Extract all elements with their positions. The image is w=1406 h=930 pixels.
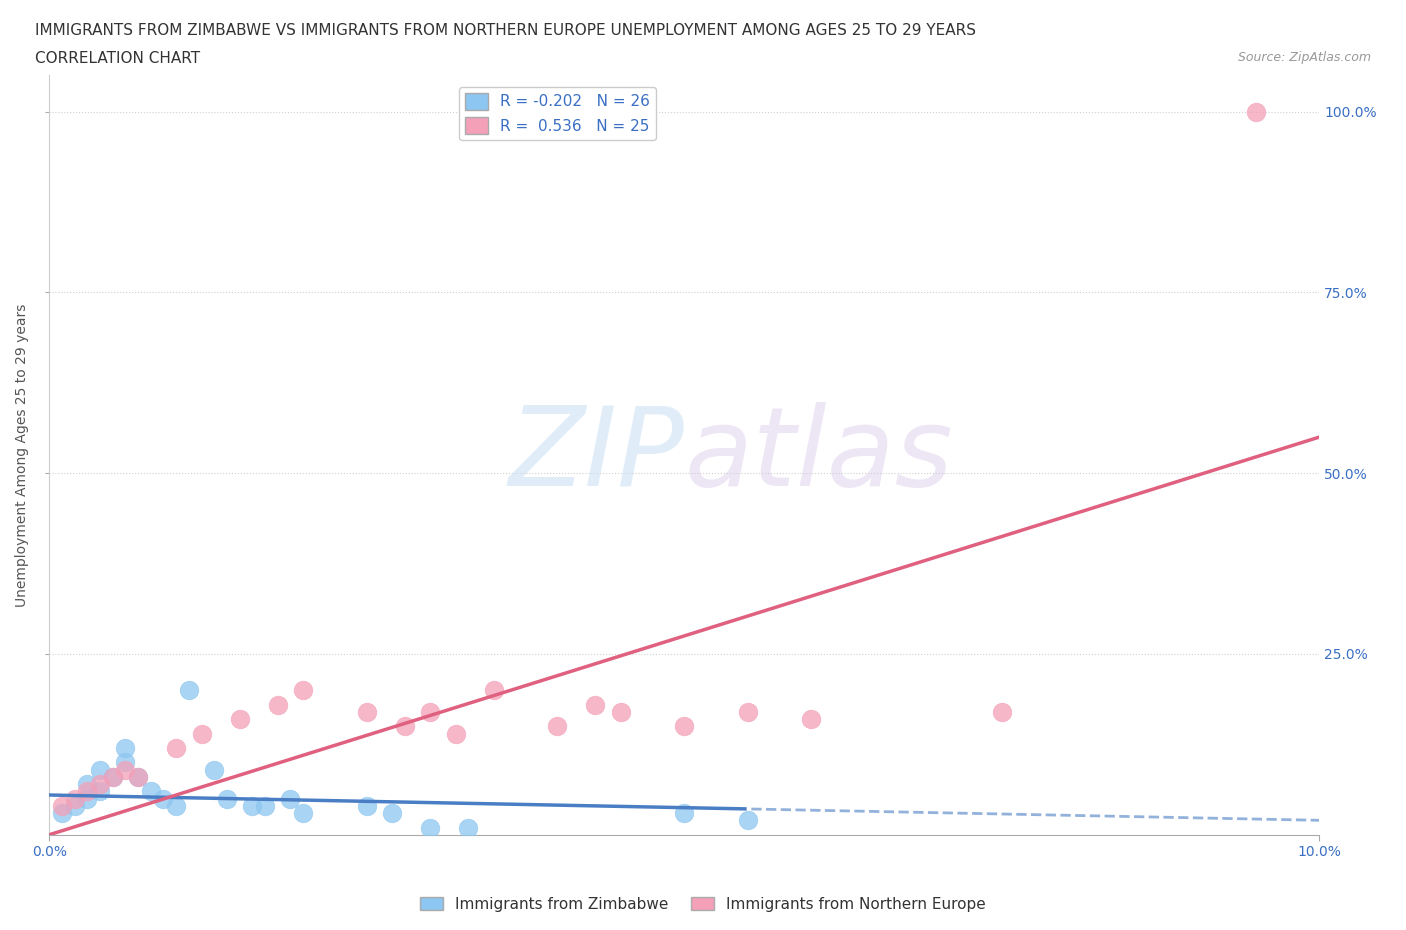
Point: [242, 799, 264, 814]
Y-axis label: Unemployment Among Ages 25 to 29 years: Unemployment Among Ages 25 to 29 years: [15, 303, 30, 606]
Point: [228, 711, 250, 726]
Point: [419, 704, 441, 719]
Point: [292, 805, 315, 820]
Point: [63, 791, 86, 806]
Point: [101, 769, 124, 784]
Point: [673, 805, 696, 820]
Point: [419, 820, 441, 835]
Point: [89, 763, 111, 777]
Point: [202, 763, 225, 777]
Point: [280, 791, 302, 806]
Point: [254, 799, 277, 814]
Text: CORRELATION CHART: CORRELATION CHART: [35, 51, 200, 66]
Point: [76, 791, 98, 806]
Point: [583, 698, 606, 712]
Point: [89, 777, 111, 791]
Point: [215, 791, 238, 806]
Point: [114, 755, 136, 770]
Point: [800, 711, 823, 726]
Point: [190, 726, 212, 741]
Point: [267, 698, 290, 712]
Point: [292, 683, 315, 698]
Point: [356, 704, 378, 719]
Point: [89, 784, 111, 799]
Point: [991, 704, 1014, 719]
Legend: Immigrants from Zimbabwe, Immigrants from Northern Europe: Immigrants from Zimbabwe, Immigrants fro…: [413, 890, 993, 918]
Point: [177, 683, 200, 698]
Point: [139, 784, 162, 799]
Point: [444, 726, 467, 741]
Text: Source: ZipAtlas.com: Source: ZipAtlas.com: [1237, 51, 1371, 64]
Point: [482, 683, 505, 698]
Point: [673, 719, 696, 734]
Point: [51, 805, 73, 820]
Point: [394, 719, 416, 734]
Point: [127, 769, 149, 784]
Point: [127, 769, 149, 784]
Point: [1244, 104, 1267, 119]
Point: [165, 740, 187, 755]
Text: ZIP: ZIP: [509, 402, 685, 509]
Point: [546, 719, 568, 734]
Point: [76, 777, 98, 791]
Point: [610, 704, 633, 719]
Point: [51, 799, 73, 814]
Point: [63, 799, 86, 814]
Point: [114, 763, 136, 777]
Point: [165, 799, 187, 814]
Point: [152, 791, 174, 806]
Text: IMMIGRANTS FROM ZIMBABWE VS IMMIGRANTS FROM NORTHERN EUROPE UNEMPLOYMENT AMONG A: IMMIGRANTS FROM ZIMBABWE VS IMMIGRANTS F…: [35, 23, 976, 38]
Point: [356, 799, 378, 814]
Point: [737, 704, 759, 719]
Point: [114, 740, 136, 755]
Point: [381, 805, 404, 820]
Point: [737, 813, 759, 828]
Legend: R = -0.202   N = 26, R =  0.536   N = 25: R = -0.202 N = 26, R = 0.536 N = 25: [458, 86, 655, 140]
Point: [457, 820, 479, 835]
Text: atlas: atlas: [685, 402, 953, 509]
Point: [76, 784, 98, 799]
Point: [101, 769, 124, 784]
